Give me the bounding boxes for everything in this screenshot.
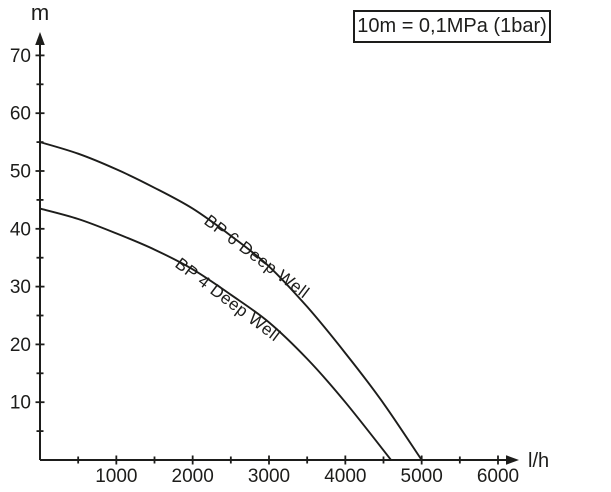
x-tick-label: 4000	[324, 466, 366, 487]
x-axis-unit-label: l/h	[528, 450, 550, 472]
x-tick-label: 1000	[95, 466, 137, 487]
conversion-note-text: 10m = 0,1MPa (1bar)	[357, 15, 547, 37]
y-tick-label: 50	[10, 162, 31, 183]
y-tick-label: 10	[10, 393, 31, 414]
conversion-note-box: 10m = 0,1MPa (1bar)	[353, 10, 551, 43]
x-tick-label: 6000	[477, 466, 519, 487]
x-axis-arrow-icon	[506, 455, 519, 465]
y-tick-label: 30	[10, 277, 31, 298]
y-axis-unit-label: m	[30, 0, 50, 25]
x-tick-label: 2000	[172, 466, 214, 487]
x-tick-label: 5000	[401, 466, 443, 487]
y-tick-label: 70	[10, 46, 31, 67]
x-tick-label: 3000	[248, 466, 290, 487]
y-tick-label: 40	[10, 219, 31, 240]
y-axis-arrow-icon	[35, 32, 45, 45]
y-tick-label: 20	[10, 335, 31, 356]
curve-bp-4-deep-well	[39, 207, 393, 461]
y-tick-label: 60	[10, 104, 31, 125]
curve-bp-6-deep-well	[39, 141, 423, 461]
